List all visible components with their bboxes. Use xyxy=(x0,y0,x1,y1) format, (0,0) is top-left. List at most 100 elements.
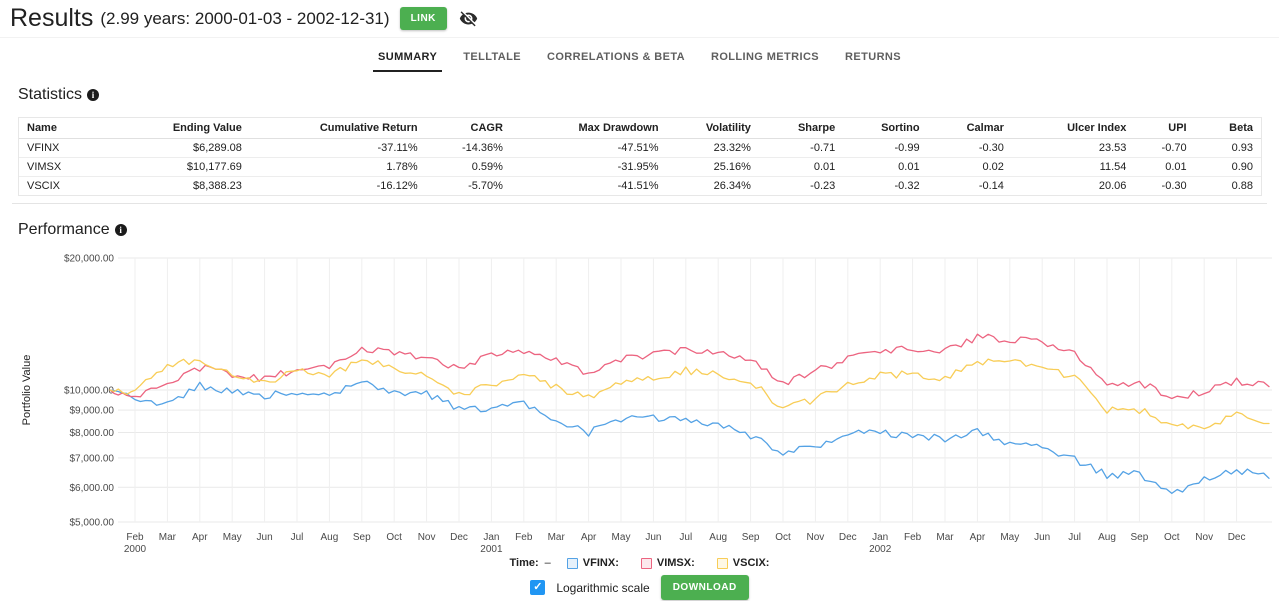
x-tick-label: Jun xyxy=(645,532,661,543)
log-scale-checkbox[interactable]: ✓ xyxy=(530,580,546,595)
x-tick-label: Nov xyxy=(1195,532,1213,543)
log-scale-label: Logarithmic scale xyxy=(556,580,650,595)
legend-item-vimsx[interactable]: VIMSX: xyxy=(640,557,695,569)
x-tick-label: Feb xyxy=(904,532,922,543)
table-cell: -0.30 xyxy=(927,138,1012,158)
x-tick-label: Nov xyxy=(807,532,825,543)
table-cell: 20.06 xyxy=(1098,180,1127,192)
chart-controls: ✓ Logarithmic scale DOWNLOAD xyxy=(0,575,1279,600)
table-cell: -0.23 xyxy=(810,180,836,192)
link-button[interactable]: LINK xyxy=(399,7,447,30)
eye-off-icon xyxy=(459,11,478,27)
table-cell: 0.01 xyxy=(1134,157,1195,177)
x-tick-label: Aug xyxy=(321,532,339,543)
table-cell: -0.30 xyxy=(1161,180,1187,192)
info-icon[interactable]: i xyxy=(87,89,100,101)
y-tick-label: $10,000.00 xyxy=(64,386,114,397)
column-header: UPI xyxy=(1134,118,1195,139)
table-cell: 0.02 xyxy=(927,157,1012,177)
x-tick-label: May xyxy=(1000,532,1019,543)
x-tick-label: Apr xyxy=(581,532,597,543)
table-cell: -16.12% xyxy=(376,180,418,192)
x-tick-label: Sep xyxy=(742,532,760,543)
table-row: VIMSX $10,177.69 1.78% 0.59% -31.95% 25.16% 0.… xyxy=(19,157,1261,177)
x-tick-label: Mar xyxy=(548,532,566,543)
column-header: Ulcer Index xyxy=(1011,118,1135,139)
x-year-label: 2001 xyxy=(480,544,503,555)
x-tick-label: Aug xyxy=(709,532,727,543)
page-title: Results xyxy=(10,4,94,32)
legend-item-vfinx[interactable]: VFINX: xyxy=(566,557,619,569)
column-header: Calmar xyxy=(927,118,1012,139)
legend-time-value: – xyxy=(544,557,551,569)
table-cell: $10,177.69 xyxy=(141,157,250,177)
table-cell: -0.14 xyxy=(978,180,1004,192)
column-header: Cumulative Return xyxy=(249,118,426,139)
x-tick-label: Jan xyxy=(483,532,499,543)
table-cell: -14.36% xyxy=(425,138,511,158)
legend-swatch xyxy=(716,557,728,569)
table-cell: -0.99 xyxy=(843,138,928,158)
x-tick-label: Oct xyxy=(386,532,402,543)
x-tick-label: Apr xyxy=(970,532,986,543)
x-tick-label: Mar xyxy=(936,532,954,543)
x-tick-label: Mar xyxy=(159,532,177,543)
table-header-row: Name Ending Value Cumulative Return CAGR Max… xyxy=(19,118,1261,139)
hide-toggle[interactable] xyxy=(459,9,478,28)
y-tick-label: $7,000.00 xyxy=(70,453,115,464)
info-icon[interactable]: i xyxy=(114,224,127,236)
tab-correlations-beta[interactable]: CORRELATIONS & BETA xyxy=(547,51,685,63)
y-tick-label: $20,000.00 xyxy=(64,254,114,265)
x-tick-label: Dec xyxy=(450,532,468,543)
column-header: Sortino xyxy=(843,118,928,139)
tab-returns[interactable]: RETURNS xyxy=(845,51,901,63)
x-tick-label: May xyxy=(612,532,631,543)
tab-rolling-metrics[interactable]: ROLLING METRICS xyxy=(710,51,820,63)
column-header: Name xyxy=(19,118,142,139)
statistics-heading: Statistics i xyxy=(18,86,100,104)
x-year-label: 2000 xyxy=(124,544,147,555)
table-cell: -37.11% xyxy=(249,138,426,158)
table-cell: -47.51% xyxy=(510,138,667,158)
y-tick-label: $6,000.00 xyxy=(70,483,115,494)
series-line-vscix xyxy=(109,358,1270,430)
column-header: Max Drawdown xyxy=(510,118,667,139)
x-year-label: 2002 xyxy=(869,544,892,555)
download-button[interactable]: DOWNLOAD xyxy=(660,575,749,600)
statistics-table: Name Ending Value Cumulative Return CAGR Max… xyxy=(18,117,1262,196)
x-tick-label: Jun xyxy=(1034,532,1050,543)
table-cell: -41.51% xyxy=(617,180,659,192)
table-cell: -0.32 xyxy=(894,180,920,192)
table-cell: $8,388.23 xyxy=(192,180,242,192)
legend-item-vscix[interactable]: VSCIX: xyxy=(716,557,769,569)
y-tick-label: $8,000.00 xyxy=(70,428,115,439)
table-cell: 1.78% xyxy=(249,157,426,177)
legend-label: VIMSX: xyxy=(656,557,695,569)
legend-label: VFINX: xyxy=(582,557,619,569)
table-cell: -0.70 xyxy=(1134,138,1195,158)
table-cell: -0.71 xyxy=(758,138,844,158)
y-tick-label: $5,000.00 xyxy=(70,518,115,529)
statistics-heading-label: Statistics xyxy=(18,86,83,103)
column-header: Sharpe xyxy=(758,118,844,139)
table-cell: 0.59% xyxy=(425,157,511,177)
table-cell: 26.34% xyxy=(713,180,751,192)
x-tick-label: Dec xyxy=(839,532,857,543)
legend-swatch xyxy=(566,557,578,569)
x-tick-label: Dec xyxy=(1228,532,1246,543)
column-header: Ending Value xyxy=(141,118,250,139)
tab-summary[interactable]: SUMMARY xyxy=(372,45,443,72)
chart-legend: Time: – VFINX: VIMSX: VSCIX: xyxy=(0,557,1279,569)
tab-telltale[interactable]: TELLTALE xyxy=(463,51,521,63)
performance-heading: Performance i xyxy=(18,221,127,239)
x-tick-label: Nov xyxy=(418,532,436,543)
table-cell: $6,289.08 xyxy=(141,138,250,158)
legend-time: Time: – xyxy=(510,557,551,569)
series-line-vfinx xyxy=(109,380,1270,495)
table-cell: 25.16% xyxy=(666,157,759,177)
table-row: VSCIX $8,388.23 -16.12% -5.70% -41.51% 26.34%… xyxy=(19,177,1261,196)
section-divider xyxy=(12,203,1267,204)
table-cell: 0.01 xyxy=(843,157,928,177)
x-tick-label: Apr xyxy=(192,532,208,543)
x-tick-label: Aug xyxy=(1098,532,1116,543)
